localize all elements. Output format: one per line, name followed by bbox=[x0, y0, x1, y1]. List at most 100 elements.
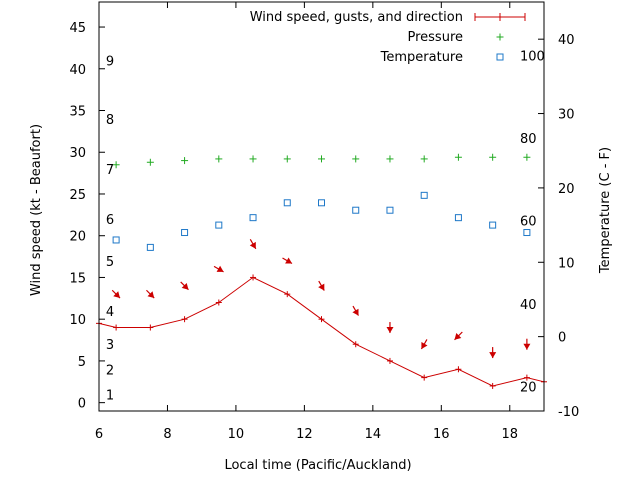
pressure-point-4 bbox=[249, 155, 257, 163]
temperature-point-3 bbox=[215, 221, 223, 229]
y-tick-label-7: 35 bbox=[69, 105, 86, 120]
pressure-point-9 bbox=[420, 155, 428, 163]
temperature-point-6 bbox=[318, 199, 325, 207]
gust-arrow-head-5 bbox=[285, 257, 292, 264]
y2-tick-label-0: -10 bbox=[558, 405, 579, 420]
fahrenheit-label-0: 20 bbox=[520, 380, 537, 395]
beaufort-label-3: 4 bbox=[106, 305, 114, 320]
fahrenheit-label-4: 100 bbox=[520, 50, 545, 65]
gust-arrow-6 bbox=[318, 280, 325, 291]
fahrenheit-label-3: 80 bbox=[520, 132, 537, 147]
y2-axis-label: Temperature (C - F) bbox=[598, 147, 613, 274]
x-tick-label-2: 10 bbox=[228, 427, 245, 442]
pressure-point-1 bbox=[146, 158, 154, 166]
gust-arrow-9 bbox=[420, 339, 428, 350]
gust-arrow-head-8 bbox=[386, 327, 394, 333]
gust-arrow-5 bbox=[282, 257, 293, 265]
wind-point-10 bbox=[421, 374, 428, 381]
wind-series-line bbox=[98, 276, 545, 387]
legend: Wind speed, gusts, and direction Pressur… bbox=[250, 10, 526, 65]
temperature-point-4 bbox=[249, 214, 257, 222]
beaufort-label-8: 9 bbox=[106, 54, 114, 69]
beaufort-label-7: 8 bbox=[106, 113, 114, 128]
temperature-point-9 bbox=[420, 191, 428, 199]
gust-arrow-7 bbox=[352, 305, 360, 316]
pressure-point-0 bbox=[112, 161, 120, 169]
beaufort-label-4: 5 bbox=[106, 255, 114, 270]
y-tick-label-1: 5 bbox=[78, 355, 86, 370]
x-tick-label-6: 18 bbox=[501, 427, 518, 442]
fahrenheit-label-2: 60 bbox=[520, 215, 537, 230]
gust-arrow-1 bbox=[146, 289, 155, 299]
temperature-point-7 bbox=[352, 206, 360, 214]
wind-point-7 bbox=[318, 316, 325, 323]
wind-point-2 bbox=[147, 324, 154, 331]
wind-point-4 bbox=[215, 299, 222, 306]
fahrenheit-label-1: 40 bbox=[520, 298, 537, 313]
gust-arrow-head-4 bbox=[249, 241, 256, 249]
y2-tick-label-1: 0 bbox=[558, 331, 566, 346]
wind-point-11 bbox=[455, 366, 462, 373]
gust-arrow-head-6 bbox=[318, 283, 325, 291]
y2-tick-label-5: 40 bbox=[558, 33, 575, 48]
temperature-point-0 bbox=[112, 236, 120, 244]
x-tick-label-0: 6 bbox=[95, 427, 103, 442]
gust-arrow-head-1 bbox=[147, 291, 155, 298]
wind-point-5 bbox=[250, 274, 257, 281]
x-axis-label: Local time (Pacific/Auckland) bbox=[224, 458, 411, 473]
legend-pressure-mark bbox=[496, 33, 504, 41]
beaufort-label-1: 2 bbox=[106, 363, 114, 378]
wind-point-9 bbox=[386, 357, 393, 364]
y-tick-label-2: 10 bbox=[69, 313, 86, 328]
beaufort-label-2: 3 bbox=[106, 338, 114, 353]
gust-arrow-11 bbox=[489, 347, 497, 359]
temperature-point-10 bbox=[454, 214, 462, 222]
wind-point-12 bbox=[489, 382, 496, 389]
y2-tick-label-4: 30 bbox=[558, 108, 575, 123]
wind-point-8 bbox=[352, 341, 359, 348]
gust-arrow-head-9 bbox=[421, 342, 428, 349]
temperature-point-2 bbox=[181, 229, 189, 237]
legend-temperature-mark bbox=[496, 53, 504, 61]
pressure-point-5 bbox=[283, 155, 291, 163]
gust-arrow-8 bbox=[386, 322, 394, 334]
pressure-point-3 bbox=[215, 155, 223, 163]
pressure-point-8 bbox=[386, 155, 394, 163]
y-tick-label-8: 40 bbox=[69, 63, 86, 78]
x-tick-label-1: 8 bbox=[163, 427, 171, 442]
legend-wind-label: Wind speed, gusts, and direction bbox=[250, 10, 463, 25]
gust-arrow-10 bbox=[454, 331, 463, 341]
gust-arrow-2 bbox=[180, 281, 189, 291]
gust-arrow-0 bbox=[111, 289, 121, 299]
plot-frame bbox=[98, 1, 545, 412]
pressure-point-12 bbox=[523, 153, 531, 161]
wind-point-6 bbox=[284, 291, 291, 298]
y-tick-label-4: 20 bbox=[69, 230, 86, 245]
gust-arrow-head-11 bbox=[489, 352, 497, 359]
gust-arrow-head-2 bbox=[181, 283, 189, 290]
x-tick-label-4: 14 bbox=[365, 427, 382, 442]
pressure-point-11 bbox=[489, 153, 497, 161]
temperature-point-1 bbox=[146, 243, 154, 251]
wind-point-1 bbox=[113, 324, 120, 331]
gust-arrow-head-0 bbox=[113, 291, 120, 298]
gust-arrow-head-7 bbox=[352, 308, 359, 316]
y-tick-label-0: 0 bbox=[78, 397, 86, 412]
x-tick-label-3: 12 bbox=[296, 427, 313, 442]
pressure-point-6 bbox=[318, 155, 325, 163]
pressure-point-10 bbox=[454, 153, 462, 161]
gust-arrow-head-3 bbox=[216, 265, 224, 272]
x-tick-label-5: 16 bbox=[433, 427, 450, 442]
gust-arrow-head-10 bbox=[454, 333, 462, 340]
y-tick-label-5: 25 bbox=[69, 188, 86, 203]
gust-arrow-4 bbox=[249, 238, 257, 250]
legend-marks bbox=[474, 13, 526, 61]
plot-area bbox=[96, 153, 547, 389]
beaufort-label-5: 6 bbox=[106, 213, 114, 228]
y2-tick-label-2: 10 bbox=[558, 256, 575, 271]
wind-point-3 bbox=[181, 316, 188, 323]
pressure-point-2 bbox=[181, 157, 189, 165]
temperature-point-11 bbox=[489, 221, 497, 229]
y2-tick-label-3: 20 bbox=[558, 182, 575, 197]
